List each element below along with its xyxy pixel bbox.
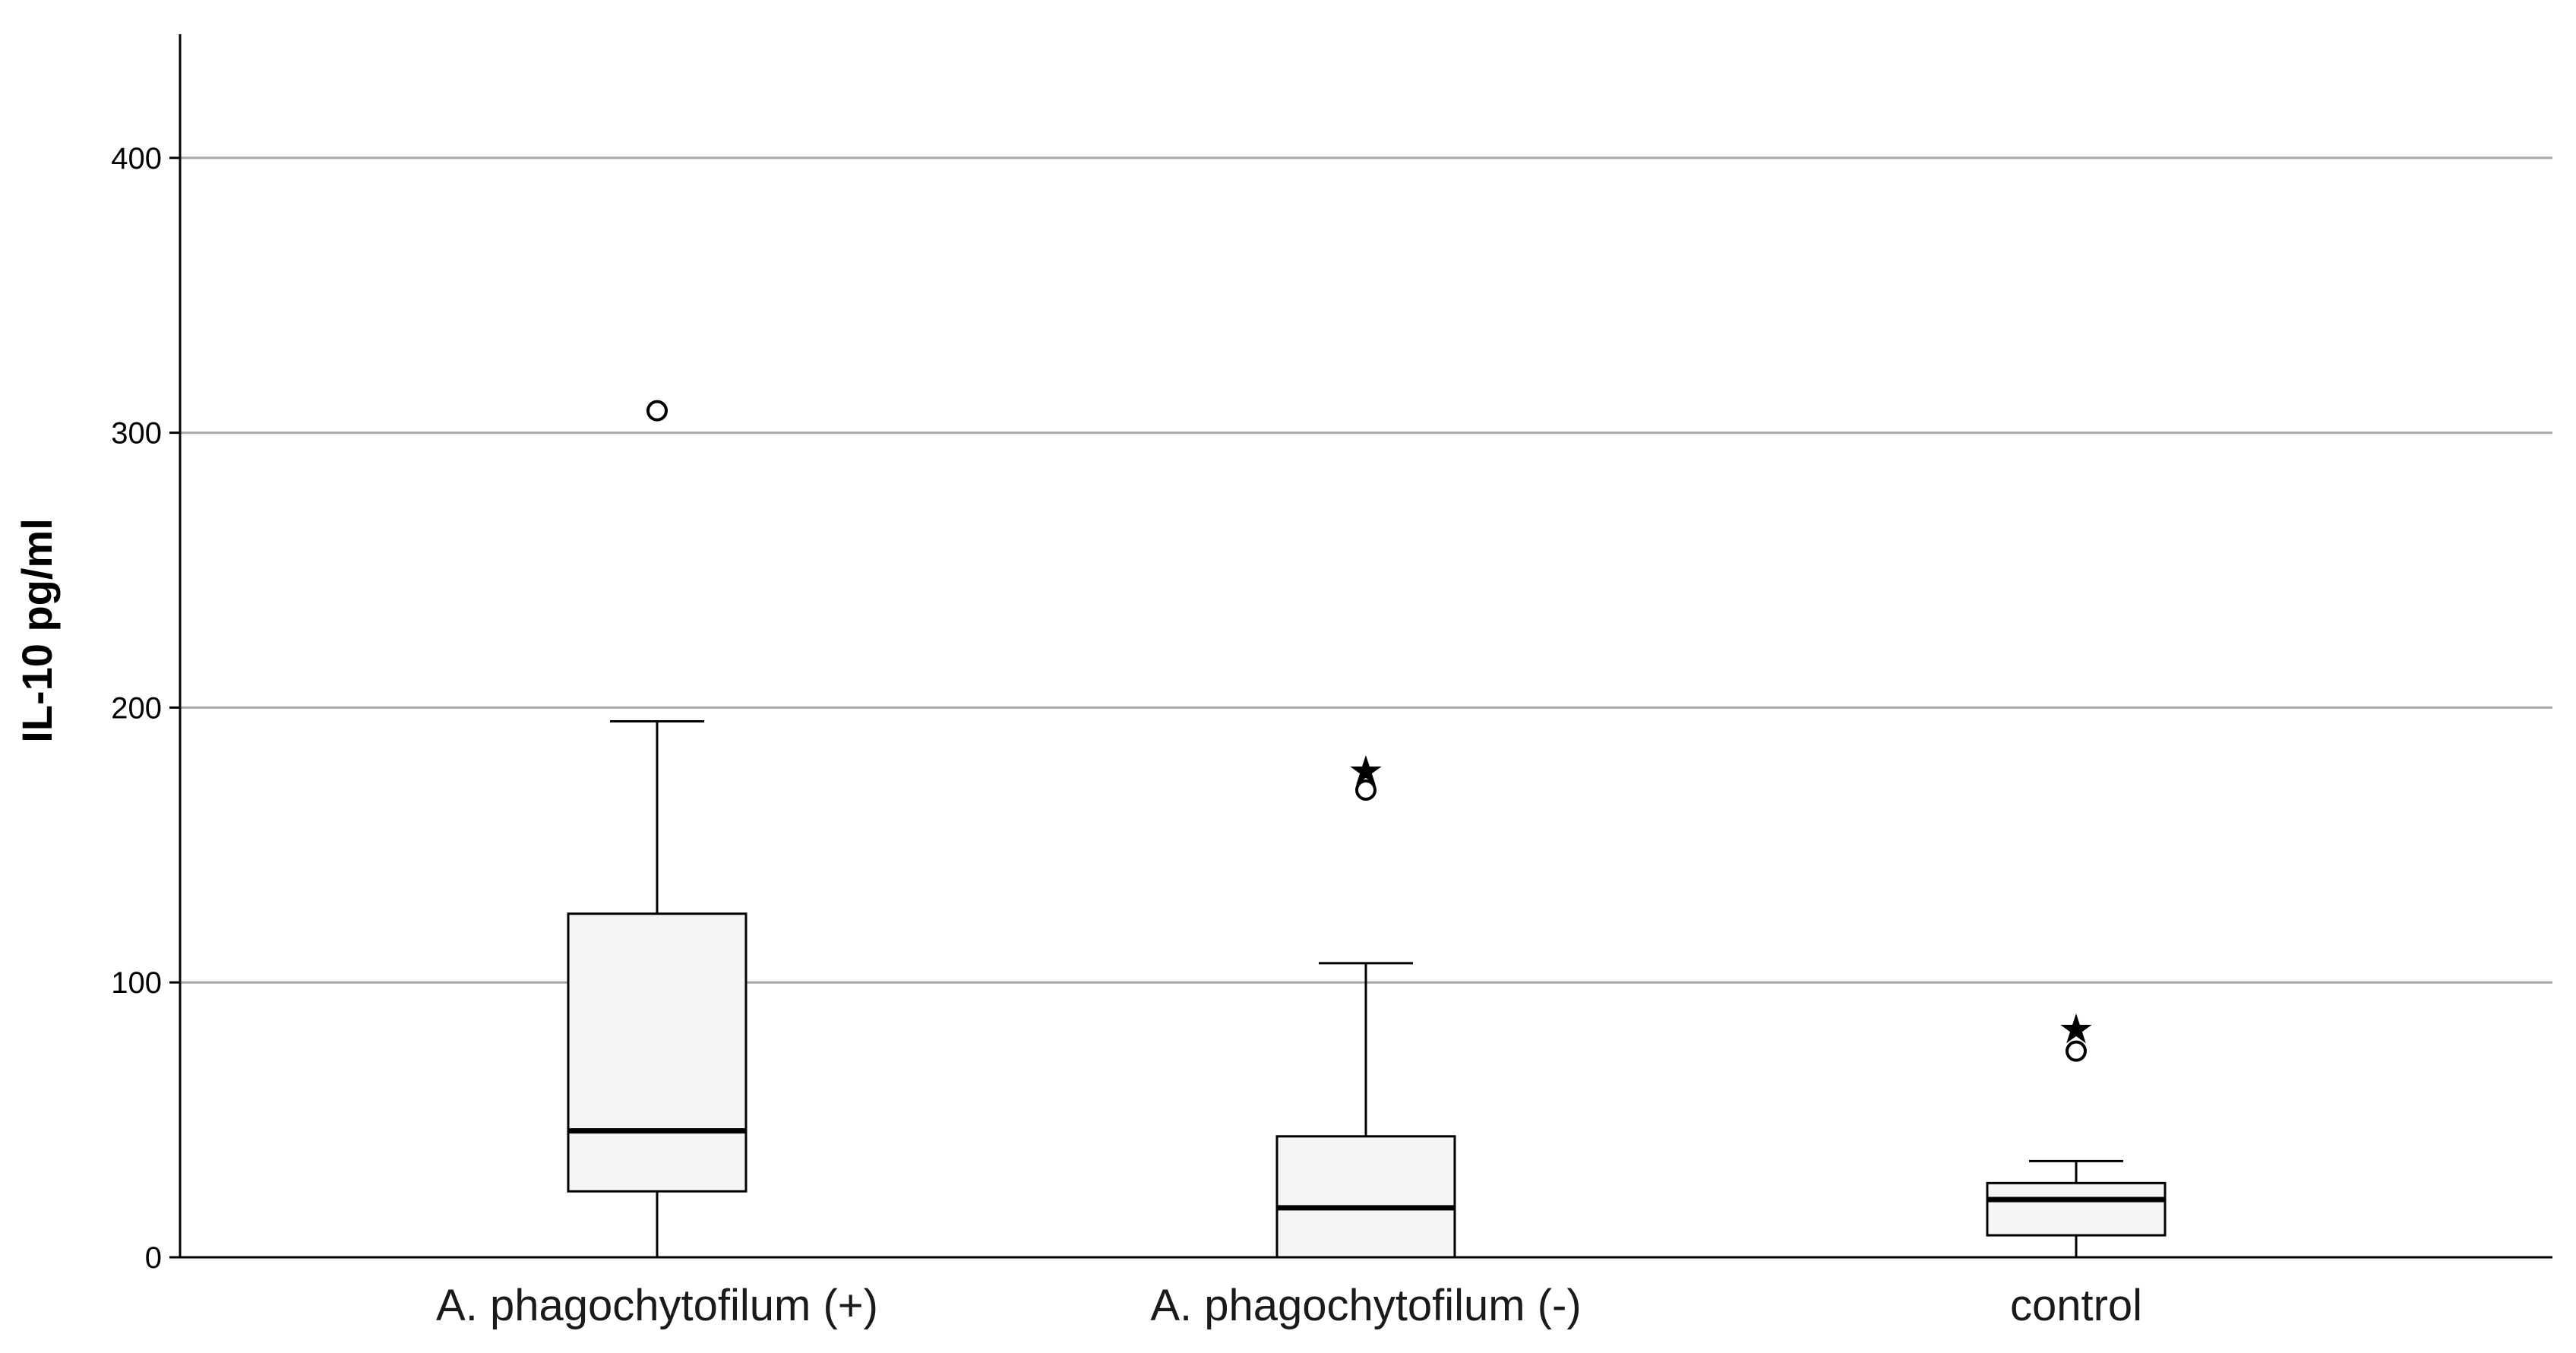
outlier-circle xyxy=(1355,779,1377,801)
y-tick-label: 400 xyxy=(111,142,162,175)
y-tick-label: 300 xyxy=(111,417,162,450)
outlier-star: ★ xyxy=(2058,1005,2094,1053)
boxes: ★★ xyxy=(567,400,2167,1259)
box-group xyxy=(567,400,748,1257)
x-category-label: control xyxy=(2010,1281,2142,1330)
axes xyxy=(169,34,2552,1259)
y-axis-title: IL-10 pg/ml xyxy=(13,518,61,743)
x-category-label: A. phagochytofilum (+) xyxy=(436,1281,878,1330)
outlier-star: ★ xyxy=(1348,747,1384,795)
y-tick-label: 0 xyxy=(145,1241,162,1275)
gridlines xyxy=(180,156,2552,984)
y-tick-labels: 0 100 200 300 400 xyxy=(111,142,162,1275)
x-category-label: A. phagochytofilum (-) xyxy=(1150,1281,1581,1330)
y-tick-label: 100 xyxy=(111,966,162,1000)
x-category-labels: A. phagochytofilum (+) A. phagochytofilum… xyxy=(436,1281,2142,1330)
iqr-box xyxy=(1986,1181,2167,1237)
outlier-circle xyxy=(2066,1040,2087,1062)
box-group: ★ xyxy=(1275,747,1456,1259)
iqr-box xyxy=(567,912,748,1193)
box-group: ★ xyxy=(1986,1005,2167,1257)
outlier-circle xyxy=(646,400,668,422)
y-tick-label: 200 xyxy=(111,691,162,725)
iqr-box xyxy=(1275,1135,1456,1259)
